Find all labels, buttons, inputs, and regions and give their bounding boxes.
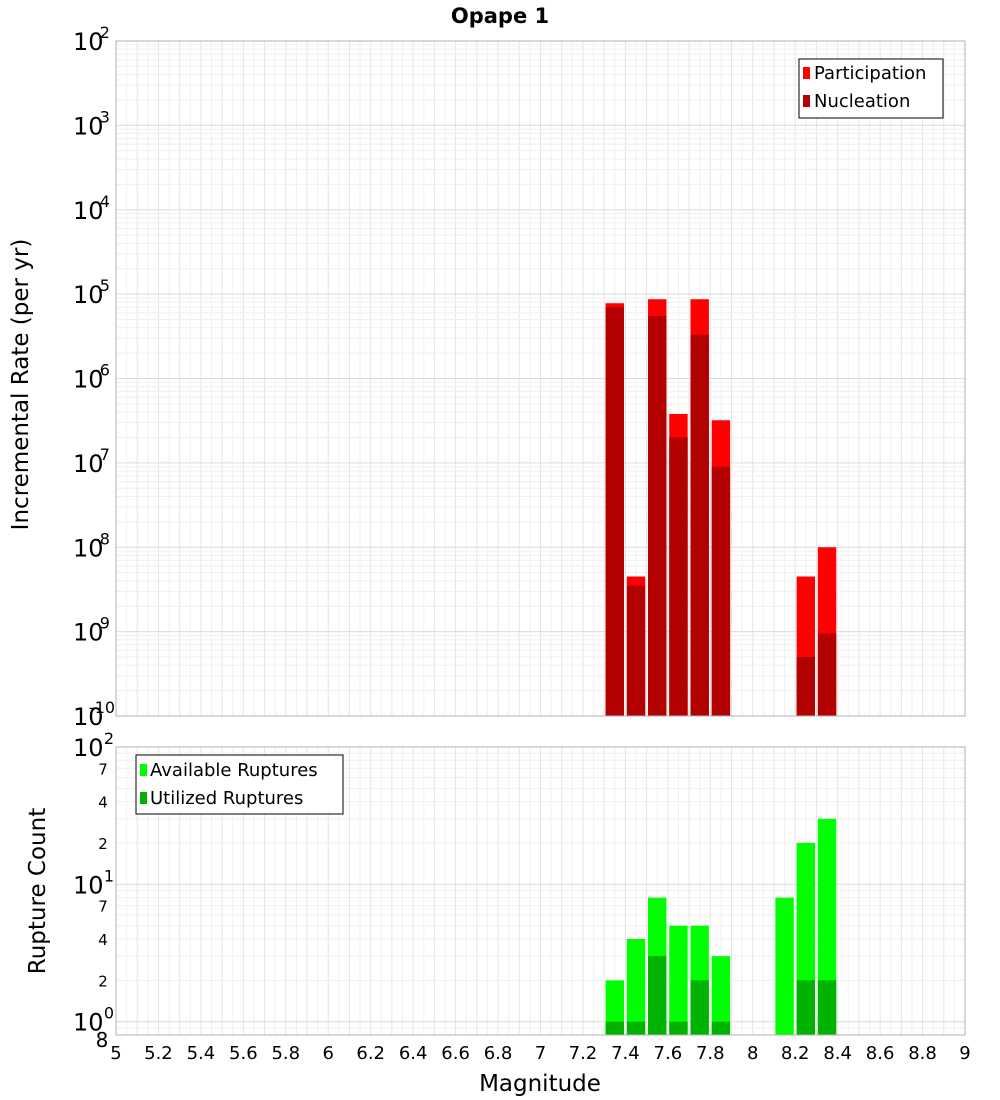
x-axis-ticks: 5 5.2 5.4 5.6 5.8 6 6.2 6.4 6.6 6.8 7 7.2 7.4 7.6 7.8 8… [110, 1043, 970, 1064]
top-panel-frame [115, 40, 966, 717]
x-tick-label: 5.8 [271, 1043, 300, 1064]
x-tick-label: 8 [747, 1043, 758, 1064]
x-tick-label: 5.6 [229, 1043, 258, 1064]
x-tick-label: 8.6 [866, 1043, 895, 1064]
available-ruptures-bar [626, 939, 646, 1035]
x-tick-label: 6.2 [356, 1043, 385, 1064]
utilized-ruptures-bar [711, 1021, 731, 1035]
nucleation-bar [626, 585, 646, 716]
x-tick-label: 7.8 [696, 1043, 725, 1064]
top-y-tick-exponent: -10 [89, 698, 115, 717]
bottom-y-tick-label: 10 [73, 734, 104, 762]
bottom-y-minor-label: 2 [98, 835, 108, 853]
participation-legend-swatch [803, 67, 810, 79]
top-y-tick-label: 10 [73, 112, 104, 140]
bottom-y-minor-label: 4 [98, 794, 108, 812]
chart-title: Opape 1 [451, 4, 549, 28]
bottom-y-minor-label: 4 [98, 931, 108, 949]
x-tick-label: 6 [323, 1043, 334, 1064]
nucleation-legend-swatch [803, 95, 810, 107]
nucleation-bar [648, 316, 667, 716]
x-tick-label: 5.2 [144, 1043, 173, 1064]
bottom-y-tick-exponent: 1 [104, 866, 114, 885]
top-y-tick-exponent: -9 [94, 614, 110, 633]
utilized-ruptures-bar [605, 1021, 624, 1035]
bottom-y-tick-exponent: 2 [104, 729, 114, 748]
bottom-y-tick-exponent: 0 [104, 1004, 114, 1023]
bottom-y-minor-label: 8 [96, 1028, 109, 1052]
x-tick-label: 9 [959, 1043, 970, 1064]
nucleation-bar [817, 633, 837, 716]
available-ruptures-bar [669, 925, 688, 1035]
top-y-tick-exponent: -6 [94, 361, 110, 380]
utilized-ruptures-bar [817, 980, 837, 1035]
top-y-tick-exponent: -5 [94, 276, 110, 295]
utilized-ruptures-bar [648, 956, 667, 1035]
utilized-ruptures-bar [796, 980, 816, 1035]
x-tick-label: 6.8 [484, 1043, 513, 1064]
top-y-tick-label: 10 [73, 450, 104, 478]
x-tick-label: 5.4 [187, 1043, 216, 1064]
utilized-ruptures-bar [690, 980, 709, 1035]
top-y-tick-exponent: -4 [94, 192, 110, 211]
top-y-axis-label: Incremental Rate (per yr) [8, 239, 34, 531]
top-y-tick-label: 10 [73, 281, 104, 309]
top-y-tick-exponent: -3 [94, 107, 110, 126]
top-y-tick-label: 10 [73, 28, 104, 56]
x-tick-label: 8.8 [908, 1043, 937, 1064]
utilized-ruptures-bar [669, 1021, 688, 1035]
top-legend: Participation Nucleation [798, 58, 944, 119]
available-ruptures-bar [775, 897, 794, 1035]
top-y-tick-exponent: -8 [94, 529, 110, 548]
bottom-y-axis-label: Rupture Count [25, 808, 51, 974]
bottom-panel-bars [605, 818, 837, 1035]
x-tick-label: 5 [110, 1043, 121, 1064]
top-y-tick-exponent: -2 [94, 23, 110, 42]
bottom-y-tick-label: 10 [73, 1009, 104, 1037]
x-tick-label: 8.4 [823, 1043, 852, 1064]
available-ruptures-bar [605, 980, 624, 1035]
top-panel-bars [605, 299, 837, 716]
x-tick-label: 7 [535, 1043, 546, 1064]
nucleation-bar [711, 466, 731, 716]
bottom-y-minor-label: 2 [98, 972, 108, 990]
x-tick-label: 7.2 [569, 1043, 598, 1064]
x-axis-label: Magnitude [479, 1071, 601, 1097]
top-y-tick-label: 10 [73, 534, 104, 562]
utilized-ruptures-bar [626, 1021, 646, 1035]
bottom-y-minor-label: 7 [98, 898, 108, 916]
nucleation-bar [796, 657, 816, 716]
nucleation-legend-label: Nucleation [814, 91, 910, 112]
x-tick-label: 6.6 [441, 1043, 470, 1064]
top-y-tick-label: 10 [73, 197, 104, 225]
top-y-tick-exponent: -7 [94, 445, 110, 464]
bottom-legend-box [135, 754, 344, 815]
x-tick-label: 6.4 [399, 1043, 428, 1064]
nucleation-bar [669, 437, 688, 716]
bottom-y-tick-label: 10 [73, 871, 104, 899]
top-y-tick-label: 10 [73, 366, 104, 394]
nucleation-bar [690, 334, 709, 716]
bottom-panel-frame [115, 746, 966, 1036]
top-y-tick-label: 10 [73, 619, 104, 647]
x-tick-label: 7.6 [654, 1043, 683, 1064]
top-panel-grid [115, 40, 966, 717]
utilized-ruptures-legend-swatch [140, 792, 147, 804]
utilized-ruptures-legend-label: Utilized Ruptures [150, 788, 303, 809]
bottom-legend: Available Ruptures Utilized Ruptures [135, 754, 344, 815]
available-ruptures-legend-label: Available Ruptures [150, 760, 318, 781]
available-ruptures-legend-swatch [140, 764, 147, 776]
x-tick-label: 7.4 [611, 1043, 640, 1064]
top-legend-box [798, 58, 944, 119]
available-ruptures-bar [711, 956, 731, 1035]
top-y-tick-label: 10 [73, 703, 104, 731]
x-tick-label: 8.2 [781, 1043, 810, 1064]
nucleation-bar [605, 307, 624, 716]
participation-legend-label: Participation [814, 63, 926, 84]
bottom-y-minor-label: 7 [98, 760, 108, 778]
